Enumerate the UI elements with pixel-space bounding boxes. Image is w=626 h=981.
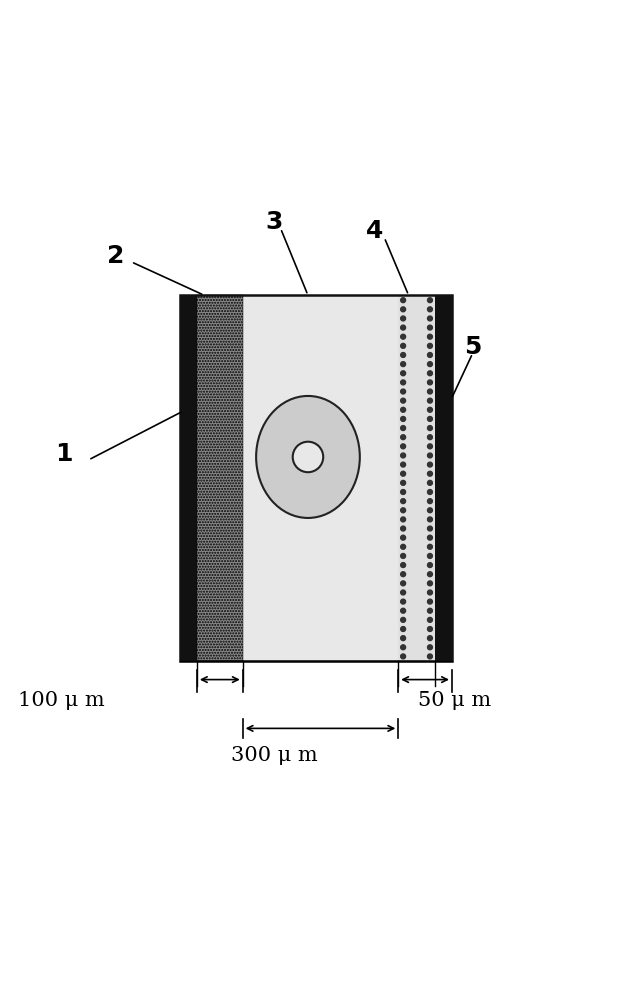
- Circle shape: [428, 453, 433, 458]
- Circle shape: [428, 636, 433, 641]
- Text: 5: 5: [464, 336, 481, 359]
- Circle shape: [428, 563, 433, 568]
- Circle shape: [401, 371, 406, 376]
- Circle shape: [401, 471, 406, 476]
- Bar: [197, 295, 243, 661]
- Circle shape: [428, 307, 433, 312]
- Circle shape: [401, 352, 406, 357]
- Circle shape: [293, 441, 323, 472]
- Circle shape: [401, 608, 406, 613]
- Circle shape: [428, 343, 433, 348]
- Text: 100 μ m: 100 μ m: [18, 692, 105, 710]
- Circle shape: [428, 608, 433, 613]
- Circle shape: [428, 417, 433, 422]
- Circle shape: [401, 453, 406, 458]
- Circle shape: [428, 526, 433, 531]
- Circle shape: [428, 490, 433, 494]
- Circle shape: [428, 498, 433, 503]
- Circle shape: [401, 526, 406, 531]
- Circle shape: [428, 581, 433, 586]
- Circle shape: [428, 443, 433, 448]
- Circle shape: [428, 471, 433, 476]
- Circle shape: [401, 335, 406, 339]
- Circle shape: [401, 563, 406, 568]
- Circle shape: [428, 352, 433, 357]
- Circle shape: [428, 462, 433, 467]
- Circle shape: [428, 599, 433, 604]
- Circle shape: [401, 417, 406, 422]
- Circle shape: [401, 407, 406, 412]
- Circle shape: [428, 544, 433, 549]
- Circle shape: [401, 490, 406, 494]
- Circle shape: [428, 508, 433, 513]
- Text: 1: 1: [55, 441, 73, 466]
- Circle shape: [428, 654, 433, 659]
- Circle shape: [401, 508, 406, 513]
- Circle shape: [401, 572, 406, 577]
- Circle shape: [401, 443, 406, 448]
- Circle shape: [401, 380, 406, 385]
- Circle shape: [428, 298, 433, 302]
- Circle shape: [401, 316, 406, 321]
- Text: 3: 3: [265, 210, 283, 234]
- Circle shape: [401, 307, 406, 312]
- Circle shape: [401, 362, 406, 367]
- Bar: [435, 295, 452, 661]
- Bar: [243, 295, 398, 661]
- Circle shape: [428, 407, 433, 412]
- Circle shape: [428, 645, 433, 649]
- Circle shape: [428, 553, 433, 558]
- Text: 2: 2: [107, 243, 125, 268]
- Circle shape: [401, 481, 406, 486]
- Circle shape: [428, 380, 433, 385]
- Circle shape: [401, 627, 406, 632]
- Circle shape: [428, 316, 433, 321]
- Circle shape: [401, 636, 406, 641]
- Circle shape: [401, 536, 406, 541]
- Circle shape: [401, 517, 406, 522]
- Circle shape: [401, 544, 406, 549]
- Circle shape: [428, 517, 433, 522]
- Text: 300 μ m: 300 μ m: [231, 747, 318, 765]
- Circle shape: [428, 590, 433, 594]
- Circle shape: [428, 389, 433, 394]
- Circle shape: [428, 426, 433, 431]
- Circle shape: [401, 298, 406, 302]
- Bar: [180, 295, 197, 661]
- Circle shape: [401, 398, 406, 403]
- Circle shape: [401, 654, 406, 659]
- Circle shape: [401, 645, 406, 649]
- Text: 4: 4: [366, 220, 384, 243]
- Circle shape: [401, 590, 406, 594]
- Circle shape: [401, 435, 406, 439]
- Circle shape: [401, 599, 406, 604]
- Bar: [398, 295, 435, 661]
- Circle shape: [428, 435, 433, 439]
- Circle shape: [401, 462, 406, 467]
- Circle shape: [401, 498, 406, 503]
- Circle shape: [401, 553, 406, 558]
- Bar: [180, 295, 452, 661]
- Text: 50 μ m: 50 μ m: [418, 692, 491, 710]
- Bar: [197, 295, 243, 661]
- Circle shape: [401, 389, 406, 394]
- Circle shape: [401, 325, 406, 330]
- Circle shape: [428, 536, 433, 541]
- Circle shape: [428, 335, 433, 339]
- Circle shape: [428, 325, 433, 330]
- Circle shape: [428, 572, 433, 577]
- Circle shape: [428, 371, 433, 376]
- Circle shape: [428, 627, 433, 632]
- Circle shape: [428, 617, 433, 622]
- Circle shape: [428, 398, 433, 403]
- Circle shape: [428, 481, 433, 486]
- Circle shape: [401, 343, 406, 348]
- Ellipse shape: [256, 396, 360, 518]
- Circle shape: [428, 362, 433, 367]
- Circle shape: [401, 426, 406, 431]
- Circle shape: [401, 617, 406, 622]
- Circle shape: [401, 581, 406, 586]
